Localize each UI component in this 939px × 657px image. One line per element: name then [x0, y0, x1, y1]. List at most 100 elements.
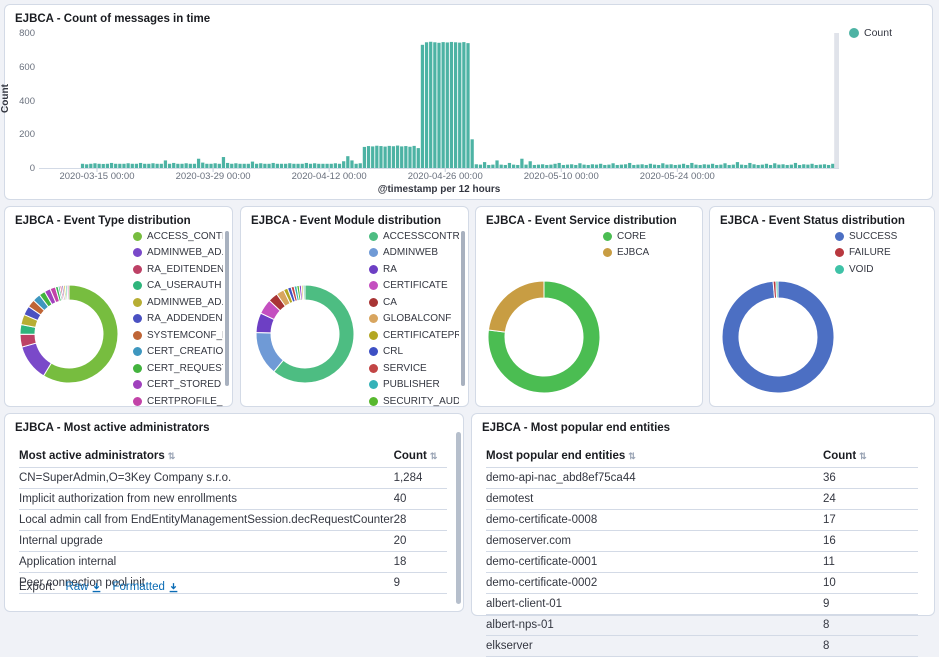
table-row: demotest 24	[486, 488, 918, 510]
legend-item[interactable]: CERT_REQUEST	[133, 361, 223, 375]
legend-item[interactable]: ADMINWEB	[369, 246, 459, 260]
histogram-bar	[184, 163, 188, 169]
status-donut-chart[interactable]	[714, 229, 854, 407]
panel-scrollbar[interactable]	[456, 432, 461, 604]
legend-dot-icon	[369, 264, 378, 274]
histogram-bar	[507, 162, 512, 168]
row-count-cell: 9	[822, 593, 918, 615]
legend-item[interactable]: SYSTEMCONF_E...	[133, 328, 223, 342]
column-header-administrators[interactable]: Most active administrators ⇅	[19, 444, 394, 468]
table-header-row: Most popular end entities ⇅ Count ⇅	[486, 444, 918, 468]
legend-item[interactable]: ADMINWEB_AD...	[133, 295, 223, 309]
histogram-bar	[296, 163, 300, 168]
histogram-bar	[831, 163, 835, 168]
legend-item[interactable]: RA_ADDENDENTI...	[133, 312, 223, 326]
histogram-bar	[665, 164, 669, 169]
legend-item[interactable]: ADMINWEB_AD...	[133, 246, 223, 260]
column-header-count[interactable]: Count ⇅	[822, 444, 918, 468]
legend-item[interactable]: FAILURE	[835, 246, 925, 260]
panel-most-active-administrators: EJBCA - Most active administrators Most …	[4, 413, 464, 612]
module-donut-chart[interactable]	[245, 229, 385, 407]
legend-item[interactable]: RA_EDITENDENT...	[133, 262, 223, 276]
legend-dot-icon	[369, 380, 378, 389]
x-tick-label: 2020-03-15 00:00	[59, 171, 135, 182]
legend-item[interactable]: CERT_CREATION	[133, 345, 223, 359]
type-donut-chart[interactable]	[9, 229, 149, 407]
legend-item[interactable]: VOID	[835, 262, 925, 276]
legend-dot-icon	[369, 347, 378, 356]
legend-scrollbar[interactable]	[225, 231, 229, 386]
legend-item[interactable]: CERT_STORED	[133, 378, 223, 392]
histogram-bar	[694, 164, 698, 169]
histogram-bar	[192, 163, 197, 168]
histogram-bar	[225, 162, 230, 168]
legend-item[interactable]: RA	[369, 262, 459, 276]
export-formatted-link[interactable]: Formatted	[112, 581, 178, 593]
histogram-bar	[781, 164, 785, 168]
legend-dot-icon	[133, 264, 142, 274]
legend-dot-icon	[133, 281, 142, 290]
histogram-bar	[719, 164, 723, 169]
legend-item[interactable]: CERTPROFILE_E...	[133, 394, 223, 408]
x-tick-label: 2020-04-12 00:00	[291, 171, 367, 182]
row-count-cell: 40	[393, 488, 447, 510]
column-header-count[interactable]: Count ⇅	[393, 444, 447, 468]
panel-event-service-distribution: EJBCA - Event Service distribution CORE E…	[475, 206, 703, 407]
row-count-cell: 8	[822, 635, 918, 657]
row-label-cell: Peer connection pool init	[19, 572, 394, 594]
histogram-bar	[167, 163, 172, 168]
sort-icon: ⇅	[859, 451, 867, 461]
chart-legend-count[interactable]: Count	[849, 27, 892, 39]
legend-item[interactable]: CERTIFICATEPR...	[369, 328, 459, 342]
row-count-cell: 8	[822, 614, 918, 636]
histogram-bar	[640, 164, 644, 168]
x-tick-label: 2020-05-10 00:00	[523, 171, 599, 182]
row-count-cell: 20	[393, 530, 447, 552]
legend-item[interactable]: SUCCESS	[835, 229, 925, 243]
sort-icon: ⇅	[628, 451, 636, 461]
legend-item[interactable]: ACCESS_CONTR...	[133, 229, 223, 243]
table-row: elkserver 8	[486, 635, 918, 657]
row-count-cell: 18	[393, 551, 447, 573]
panel-event-status-distribution: EJBCA - Event Status distribution SUCCES…	[709, 206, 935, 407]
panel-most-popular-end-entities: EJBCA - Most popular end entities Most p…	[471, 413, 935, 657]
service-donut-chart[interactable]	[480, 229, 620, 407]
histogram-bar	[234, 163, 238, 169]
legend-item[interactable]: EJBCA	[603, 246, 693, 260]
legend-item[interactable]: CERTIFICATE	[369, 279, 459, 293]
legend-item[interactable]: SECURITY_AUDIT	[369, 394, 459, 408]
legend-dot-icon	[849, 28, 859, 38]
histogram-bar	[151, 163, 155, 169]
table-row: Internal upgrade 20	[19, 530, 447, 552]
legend-item[interactable]: GLOBALCONF	[369, 312, 459, 326]
panel-title: EJBCA - Event Status distribution	[720, 215, 905, 227]
column-header-end-entities[interactable]: Most popular end entities ⇅	[486, 444, 823, 468]
histogram-bar	[814, 164, 818, 168]
table-row: Local admin call from EndEntityManagemen…	[19, 509, 447, 531]
legend-dot-icon	[369, 248, 378, 257]
legend-item[interactable]: CORE	[603, 229, 693, 243]
histogram-bar	[412, 145, 416, 168]
legend-item[interactable]: PUBLISHER	[369, 378, 459, 392]
row-label-cell: albert-client-01	[486, 593, 823, 615]
messages-bar-chart[interactable]	[39, 33, 839, 173]
histogram-bar	[632, 164, 636, 168]
export-raw-link[interactable]: Raw	[65, 581, 102, 593]
row-count-cell: 17	[822, 509, 918, 531]
legend-item[interactable]: CRL	[369, 345, 459, 359]
donut-legend: SUCCESS FAILURE VOID	[835, 229, 925, 276]
histogram-bar	[333, 163, 337, 169]
histogram-bar	[673, 164, 677, 168]
legend-dot-icon	[133, 297, 142, 307]
panel-title: EJBCA - Event Module distribution	[251, 215, 441, 227]
legend-item[interactable]: ACCESSCONTROL	[369, 229, 459, 243]
legend-scrollbar[interactable]	[461, 231, 465, 386]
download-icon	[93, 582, 101, 592]
legend-dot-icon	[835, 248, 844, 257]
legend-item[interactable]: CA_USERAUTH	[133, 279, 223, 293]
sort-icon: ⇅	[429, 451, 438, 461]
legend-item[interactable]: CA	[369, 295, 459, 309]
legend-label: ACCESSCONTROL	[383, 230, 459, 242]
histogram-bar	[798, 164, 802, 168]
legend-item[interactable]: SERVICE	[369, 361, 459, 375]
